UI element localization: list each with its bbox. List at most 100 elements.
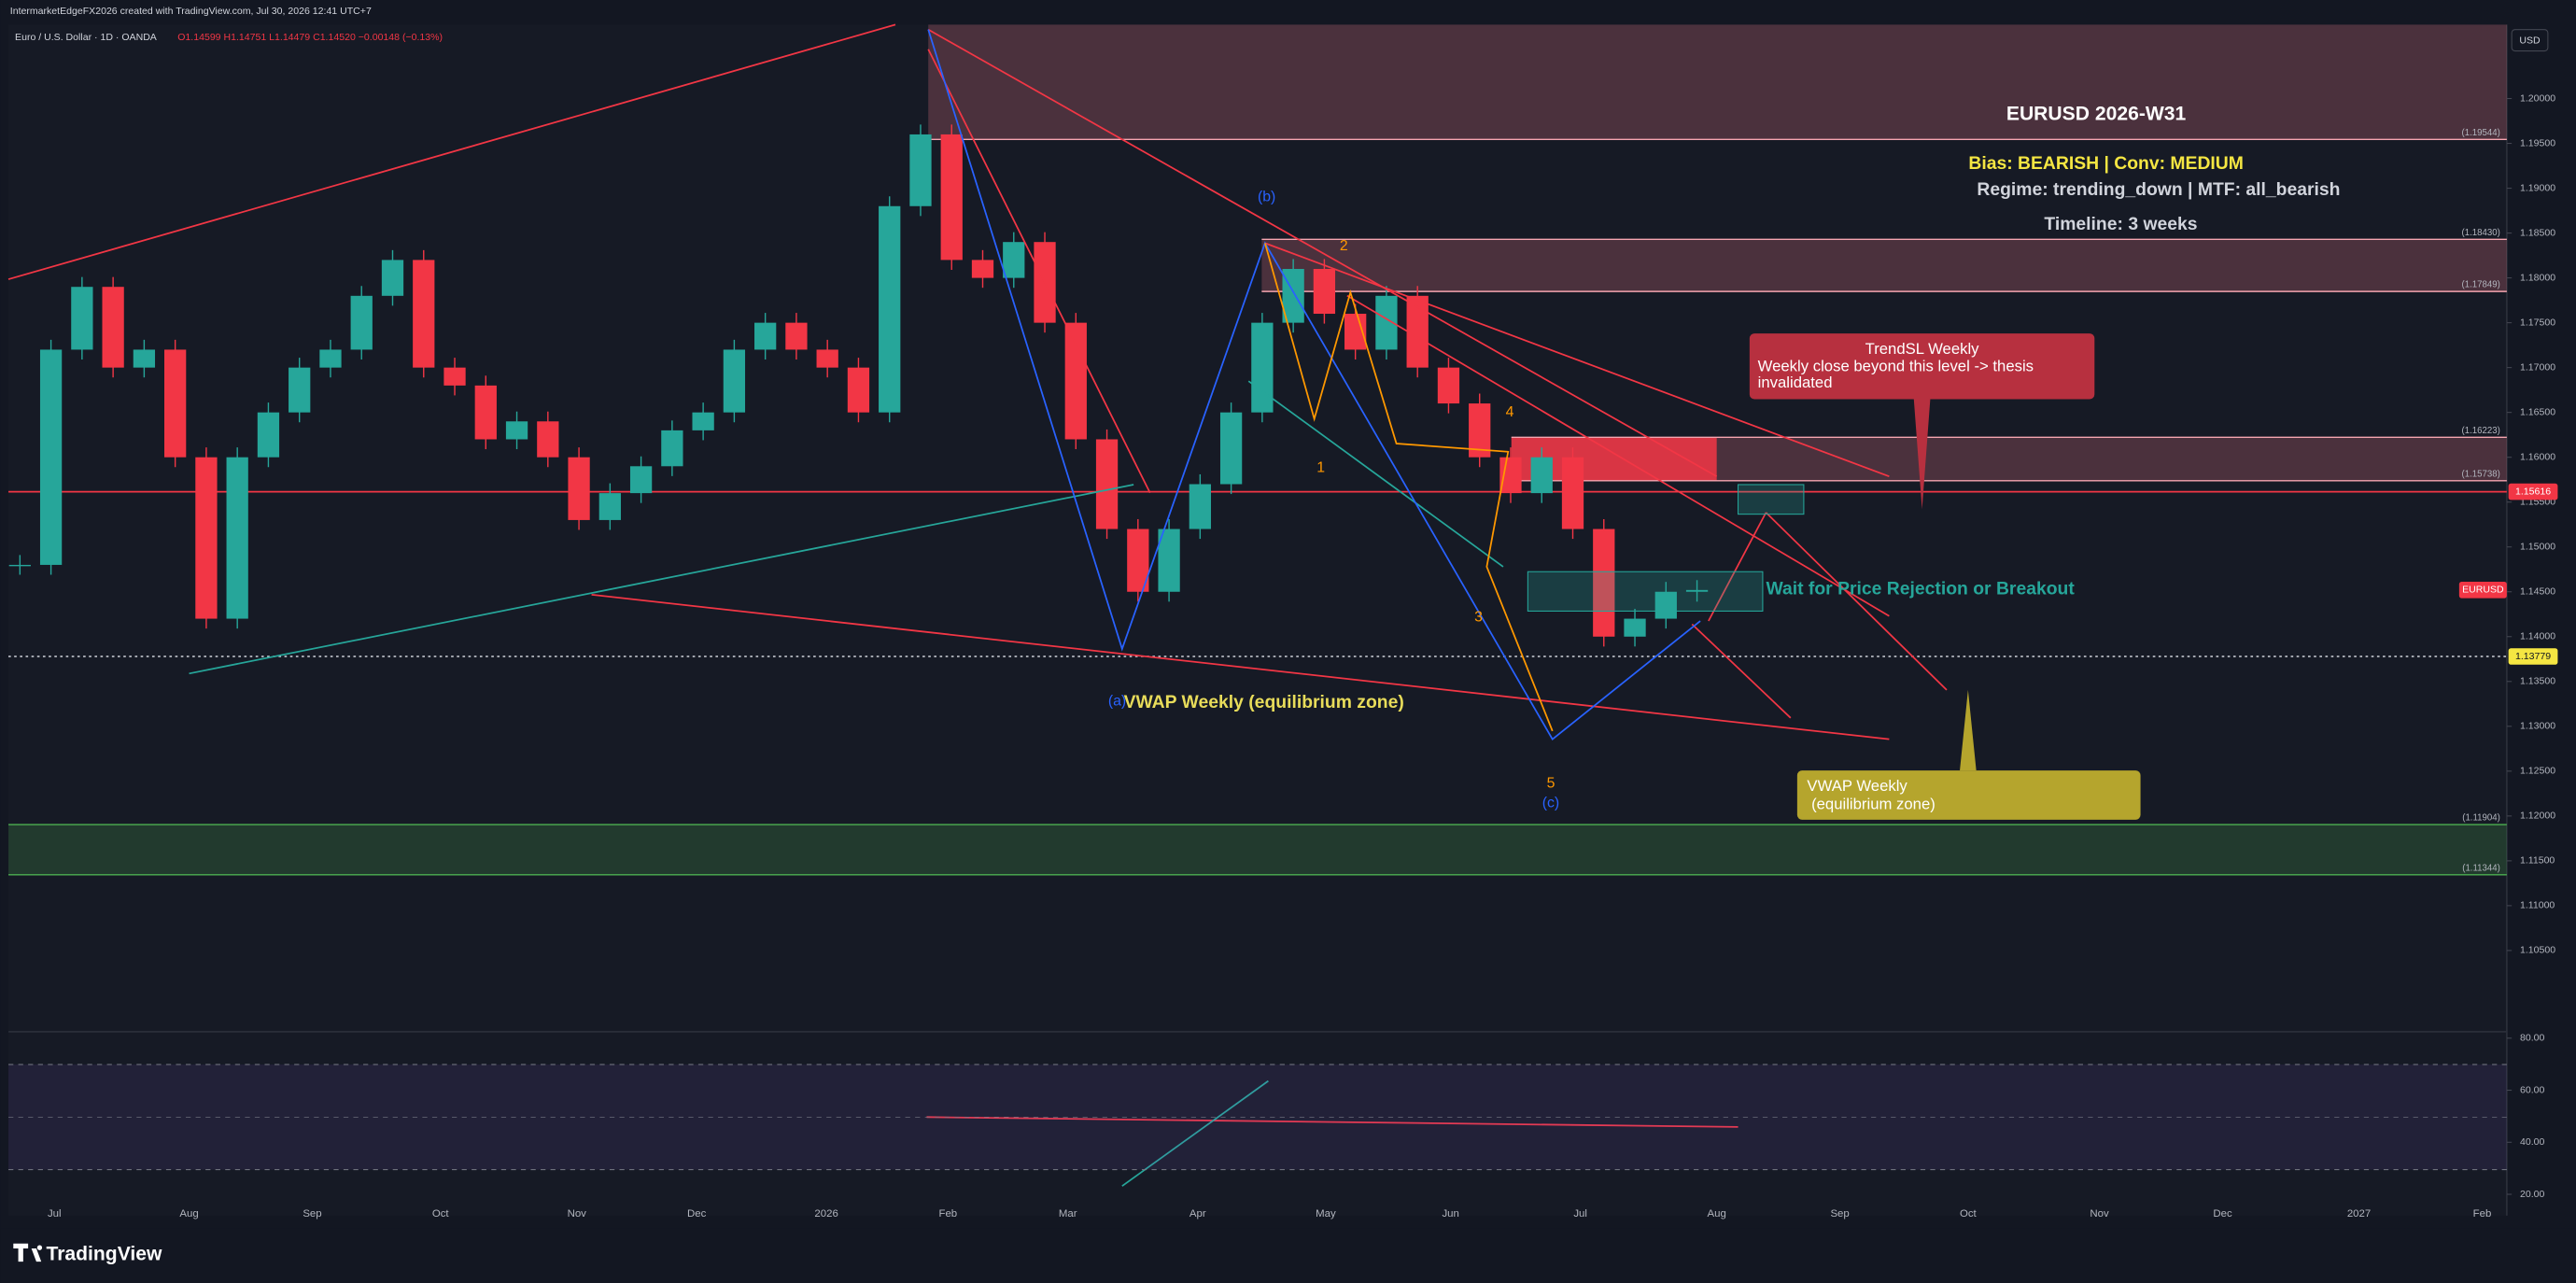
candle [289, 367, 311, 413]
trend-line [189, 484, 1134, 675]
y-tick-label: 1.18500 [2520, 227, 2555, 238]
candle [1003, 242, 1025, 278]
candle [1624, 618, 1646, 637]
candle [350, 295, 373, 350]
currency-button[interactable] [2511, 29, 2549, 52]
zone [928, 24, 2507, 140]
x-tick-label: Jul [1573, 1208, 1587, 1220]
candle [195, 457, 218, 619]
y-tick-label: 1.11000 [2520, 900, 2555, 911]
x-tick-label: Dec [687, 1208, 707, 1220]
callout-text: invalidated [1758, 374, 1833, 391]
candle [568, 457, 590, 520]
price-badge-label: 1.13779 [2515, 651, 2551, 662]
y-tick-label: 1.12000 [2520, 811, 2555, 822]
trend-line [591, 593, 1890, 740]
rsi-tick-label: 80.00 [2520, 1033, 2545, 1044]
candle [8, 564, 31, 567]
price-badge [2508, 483, 2558, 501]
x-tick-label: Jun [1442, 1208, 1458, 1220]
y-tick-label: 1.17000 [2520, 361, 2555, 373]
rsi-tick-label: 40.00 [2520, 1136, 2545, 1148]
arrow [1691, 623, 1792, 719]
x-tick-label: Nov [2090, 1208, 2109, 1220]
x-tick-label: Mar [1059, 1208, 1077, 1220]
candle [319, 349, 342, 368]
candle [1127, 529, 1149, 592]
wave-label: (a) [1108, 693, 1126, 709]
candle [909, 134, 932, 206]
candle [164, 349, 187, 458]
level-label: (1.16223) [2462, 426, 2500, 436]
candle [971, 260, 994, 278]
candle [1313, 269, 1336, 315]
candle [940, 134, 963, 261]
candle [133, 349, 156, 368]
level-label: (1.15738) [2462, 469, 2500, 479]
target-zone [1738, 484, 1805, 515]
y-tick-label: 1.16500 [2520, 406, 2555, 417]
y-tick-label: 1.15000 [2520, 542, 2555, 553]
price-badge [2508, 648, 2558, 665]
y-tick-label: 1.16000 [2520, 451, 2555, 462]
candle [226, 457, 248, 619]
y-tick-label: 1.18000 [2520, 272, 2555, 283]
candle [1654, 591, 1677, 619]
wave-label: (b) [1258, 189, 1275, 204]
candle [816, 349, 838, 368]
trend-line [1247, 380, 1504, 568]
callout-text: VWAP Weekly [1807, 777, 1907, 795]
attribution: IntermarketEdgeFX2026 created with Tradi… [10, 6, 372, 17]
currency: USD [2519, 35, 2541, 47]
wave-label: 2 [1340, 238, 1348, 254]
candle [723, 349, 746, 413]
vwap-callout [1796, 770, 2141, 820]
symbol-badge-label: EURUSD [2462, 585, 2504, 596]
candle [1469, 403, 1491, 458]
callout-text: (equilibrium zone) [1807, 795, 1935, 812]
level-label: (1.17849) [2462, 280, 2500, 290]
candle [474, 385, 497, 440]
plan-timeline: Timeline: 3 weeks [2044, 214, 2197, 234]
x-tick-label: Oct [432, 1208, 450, 1220]
rsi-tick-label: 60.00 [2520, 1084, 2545, 1095]
trendsl-callout [1749, 333, 2095, 400]
candle [1095, 439, 1119, 529]
y-tick-label: 1.17500 [2520, 317, 2555, 328]
level-label: (1.11344) [2462, 863, 2500, 873]
candle [1375, 295, 1398, 350]
axes: 1.20000 1.19500 1.19000 1.18500 1.18000 1.175… [48, 92, 2558, 1220]
y-tick-label: 1.14500 [2520, 586, 2555, 598]
candle [413, 260, 435, 368]
x-tick-label: 2027 [2347, 1208, 2371, 1220]
trend-line [927, 49, 1151, 494]
candle [847, 367, 870, 413]
x-tick-label: Sep [303, 1208, 321, 1220]
y-tick-label: 1.12500 [2520, 766, 2555, 777]
wave-label: 4 [1506, 404, 1514, 420]
drawings [7, 23, 1948, 1187]
x-tick-label: Sep [1830, 1208, 1849, 1220]
price-badge-label: 1.15616 [2515, 486, 2551, 497]
wave-line [1264, 243, 1554, 732]
y-tick-label: 1.20000 [2520, 92, 2555, 104]
callout-pointer [1960, 689, 1977, 771]
x-tick-label: May [1316, 1208, 1336, 1220]
callout-pointer [1913, 399, 1931, 510]
x-tick-label: Feb [938, 1208, 957, 1220]
candle [1189, 484, 1211, 529]
wave-label: 1 [1316, 460, 1325, 476]
level-label: (1.11904) [2462, 813, 2500, 824]
candle [1219, 412, 1243, 485]
symbol-badge [2458, 582, 2507, 599]
symbol: Euro / U.S. Dollar · 1D · OANDA [15, 32, 158, 43]
candle [443, 367, 466, 386]
x-tick-label: Aug [179, 1208, 198, 1220]
candle [1344, 314, 1367, 350]
wait-zone [1527, 571, 1764, 612]
candle [1158, 529, 1180, 592]
arrow [1708, 512, 1767, 622]
level-label: (1.19544) [2462, 128, 2500, 138]
x-tick-label: Jul [48, 1208, 62, 1220]
